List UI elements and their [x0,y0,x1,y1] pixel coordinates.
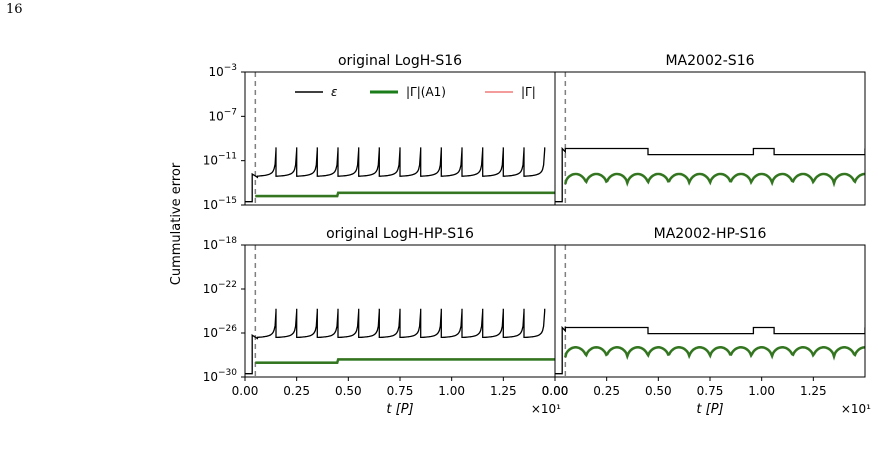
legend-label: |Γ| [521,85,536,99]
gamma-a1-series-line [255,358,555,365]
y-axis-label: Cummulative error [169,162,184,285]
panel: MA2002-HP-S16 0.00 0.25 0.50 0.75 1.00 1.25 t [… [542,226,872,417]
x-tick-label: 1.00 [438,384,465,398]
x-tick-label: 0.50 [335,384,362,398]
panel-title: original LogH-HP-S16 [326,226,474,242]
gamma-a1-series-line [255,191,555,198]
panel: original LogH-S16 10−3 10−7 10−11 10−15 [203,53,556,212]
gamma-a1-series-line [564,345,865,361]
x-tick-label: 0.00 [542,384,569,398]
x-axis-label: t [P] [696,402,723,417]
gamma-a1-series-line [564,172,865,188]
x-tick-label: 0.50 [645,384,672,398]
y-tick-label: 10−22 [203,280,237,296]
x-tick-label: 1.25 [490,384,517,398]
plot-area [555,72,865,205]
panel-title: MA2002-S16 [665,53,754,69]
x-tick-label: 0.00 [542,384,569,398]
x-axis-multiplier: ×10¹ [841,402,871,416]
y-tick-label: 10−18 [203,236,238,252]
page-number: 16 [6,2,23,17]
epsilon-series-line [555,325,865,375]
x-tick-label: 0.25 [283,384,310,398]
x-tick-label: 0.75 [387,384,414,398]
y-tick-label: 10−15 [203,196,237,212]
x-axis-multiplier: ×10¹ [531,402,561,416]
legend-label: ε [331,85,338,99]
legend-label: |Γ|(A1) [406,85,446,99]
x-tick-label: 1.00 [748,384,775,398]
plot-area [555,245,865,377]
panel-title: MA2002-HP-S16 [654,226,767,242]
y-tick-label: 10−11 [203,152,237,168]
panel: original LogH-HP-S16 10−18 10−22 10−26 10−30… [203,226,569,417]
panel: MA2002-S16 [554,53,866,206]
panel-frame [554,71,866,206]
epsilon-series-line [245,147,546,203]
plot-area [245,245,555,377]
plot-area [245,72,555,205]
y-tick-label: 10−26 [203,324,238,340]
y-tick-label: 10−3 [208,63,237,79]
epsilon-series-line [245,308,546,375]
x-tick-label: 0.75 [697,384,724,398]
x-tick-label: 0.25 [593,384,620,398]
x-tick-label: 0.00 [232,384,259,398]
epsilon-series-line [555,146,865,203]
panel-title: original LogH-S16 [338,53,462,69]
x-axis-label: t [P] [386,402,413,417]
y-tick-label: 10−7 [208,107,237,123]
y-tick-label: 10−30 [203,368,238,384]
x-tick-label: 1.25 [800,384,827,398]
